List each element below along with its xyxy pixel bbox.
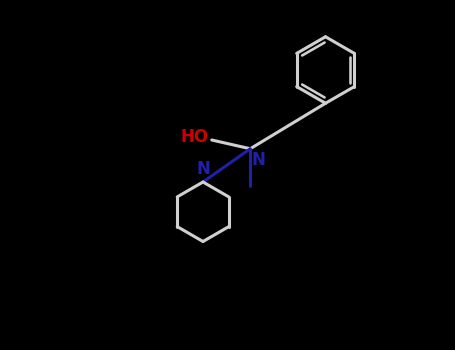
Text: N: N xyxy=(196,161,210,178)
Text: HO: HO xyxy=(181,128,209,146)
Text: N: N xyxy=(251,150,265,168)
